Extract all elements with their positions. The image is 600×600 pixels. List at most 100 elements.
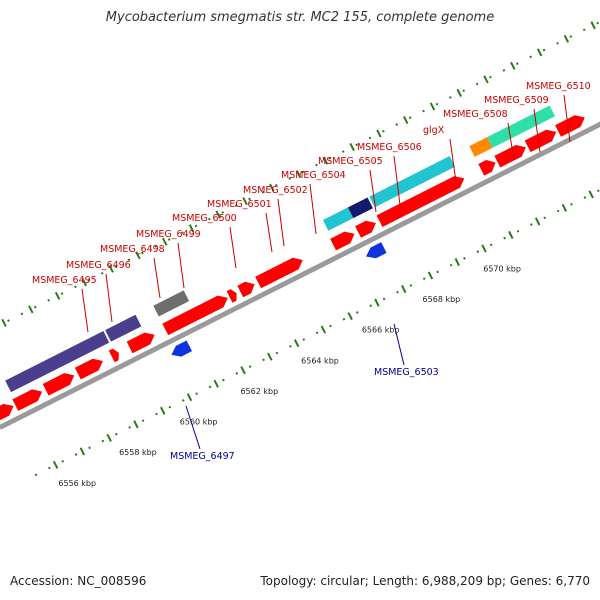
label-leader (153, 257, 161, 299)
forward-gene-label[interactable]: MSMEG_6502 (243, 185, 308, 196)
forward-gene (42, 373, 75, 396)
tick-mark (429, 102, 436, 111)
tick-dot (569, 35, 573, 38)
tick-mark (536, 48, 543, 57)
tick-dot (74, 285, 77, 289)
forward-gene-label[interactable]: MSMEG_6509 (484, 95, 549, 106)
tick-dot (489, 75, 492, 79)
label-leader (563, 94, 571, 143)
forward-gene-label[interactable]: MSMEG_6508 (443, 109, 508, 120)
tick-dot (422, 277, 426, 281)
cog-box (105, 314, 142, 342)
tick-dot (449, 263, 453, 267)
tick-dot (328, 156, 332, 160)
forward-gene-label[interactable]: MSMEG_6504 (281, 170, 346, 181)
tick-dot (154, 244, 158, 248)
forward-gene (226, 289, 237, 303)
tick-dot (222, 378, 225, 382)
tick-mark (401, 285, 407, 294)
tick-mark (133, 420, 139, 429)
tick-mark (269, 183, 275, 192)
cog-box (153, 290, 190, 317)
tick-dot (141, 251, 144, 255)
tick-dot (301, 170, 305, 174)
cog-box (369, 156, 456, 208)
tick-dot (475, 82, 479, 86)
tick-mark (483, 75, 489, 84)
tick-label: 6558 kbp (119, 448, 157, 457)
forward-gene (108, 348, 119, 363)
tick-mark (508, 230, 514, 239)
tick-dot (355, 311, 359, 314)
forward-gene-label[interactable]: glgX (423, 125, 445, 136)
tick-mark (454, 257, 460, 267)
cog-box (322, 207, 354, 231)
tick-mark (52, 460, 59, 469)
tick-mark (28, 305, 34, 314)
cog-box (5, 330, 110, 393)
forward-gene-label[interactable]: MSMEG_6500 (172, 213, 237, 224)
tick-dot (262, 358, 265, 362)
tick-mark (427, 271, 434, 280)
label-leader (369, 169, 377, 213)
tick-mark (162, 237, 168, 246)
tick-mark (213, 379, 219, 388)
reverse-gene-label[interactable]: MSMEG_6503 (374, 367, 439, 378)
rotated-layer (0, 21, 600, 477)
tick-dot (355, 143, 358, 147)
tick-dot (221, 211, 225, 214)
label-leader (81, 288, 89, 333)
tick-dot (448, 96, 452, 99)
forward-gene (355, 220, 376, 238)
tick-dot (289, 344, 292, 348)
reverse-gene (366, 242, 387, 259)
tick-mark (481, 244, 487, 253)
tick-dot (596, 21, 599, 25)
forward-gene-label[interactable]: MSMEG_6510 (526, 81, 591, 92)
label-leader (185, 405, 201, 450)
tick-dot (48, 466, 51, 470)
tick-dot (583, 196, 587, 199)
tick-dot (61, 459, 65, 463)
forward-gene-label[interactable]: MSMEG_6498 (100, 244, 165, 255)
tick-dot (74, 453, 78, 456)
forward-gene-label[interactable]: MSMEG_6501 (207, 199, 272, 210)
forward-gene (555, 115, 585, 137)
forward-gene-label[interactable]: MSMEG_6499 (136, 229, 201, 240)
tick-mark (160, 406, 166, 415)
tick-dot (516, 229, 520, 233)
forward-gene (478, 160, 496, 176)
label-leader (105, 273, 113, 323)
forward-gene (255, 257, 303, 289)
tick-dot (20, 312, 24, 316)
label-leader (309, 183, 317, 235)
tick-mark (54, 291, 61, 300)
tick-dot (530, 223, 533, 226)
tick-dot (274, 184, 278, 187)
tick-dot (127, 258, 131, 262)
tick-dot (208, 385, 212, 389)
tick-mark (242, 197, 248, 206)
forward-gene-label[interactable]: MSMEG_6495 (32, 275, 97, 286)
reverse-gene-label[interactable]: MSMEG_6497 (170, 451, 235, 462)
tick-mark (322, 156, 329, 165)
forward-gene-label[interactable]: MSMEG_6505 (318, 156, 383, 167)
forward-gene-label[interactable]: MSMEG_6506 (357, 142, 422, 153)
tick-dot (503, 236, 506, 240)
forward-gene-label[interactable]: MSMEG_6496 (66, 260, 131, 271)
tick-dot (167, 238, 171, 241)
tick-mark (320, 325, 327, 334)
reverse-gene (171, 340, 192, 357)
tick-dot (543, 216, 547, 220)
tick-dot (207, 217, 211, 221)
tick-dot (570, 202, 573, 206)
tick-dot (195, 392, 198, 395)
tick-dot (128, 426, 132, 429)
tick-mark (456, 88, 462, 97)
tick-mark (81, 278, 88, 287)
tick-mark (295, 170, 302, 179)
tick-mark (561, 203, 568, 212)
tick-label: 6560 kbp (180, 418, 218, 427)
tick-dot (194, 224, 198, 228)
tick-dot (248, 197, 251, 201)
